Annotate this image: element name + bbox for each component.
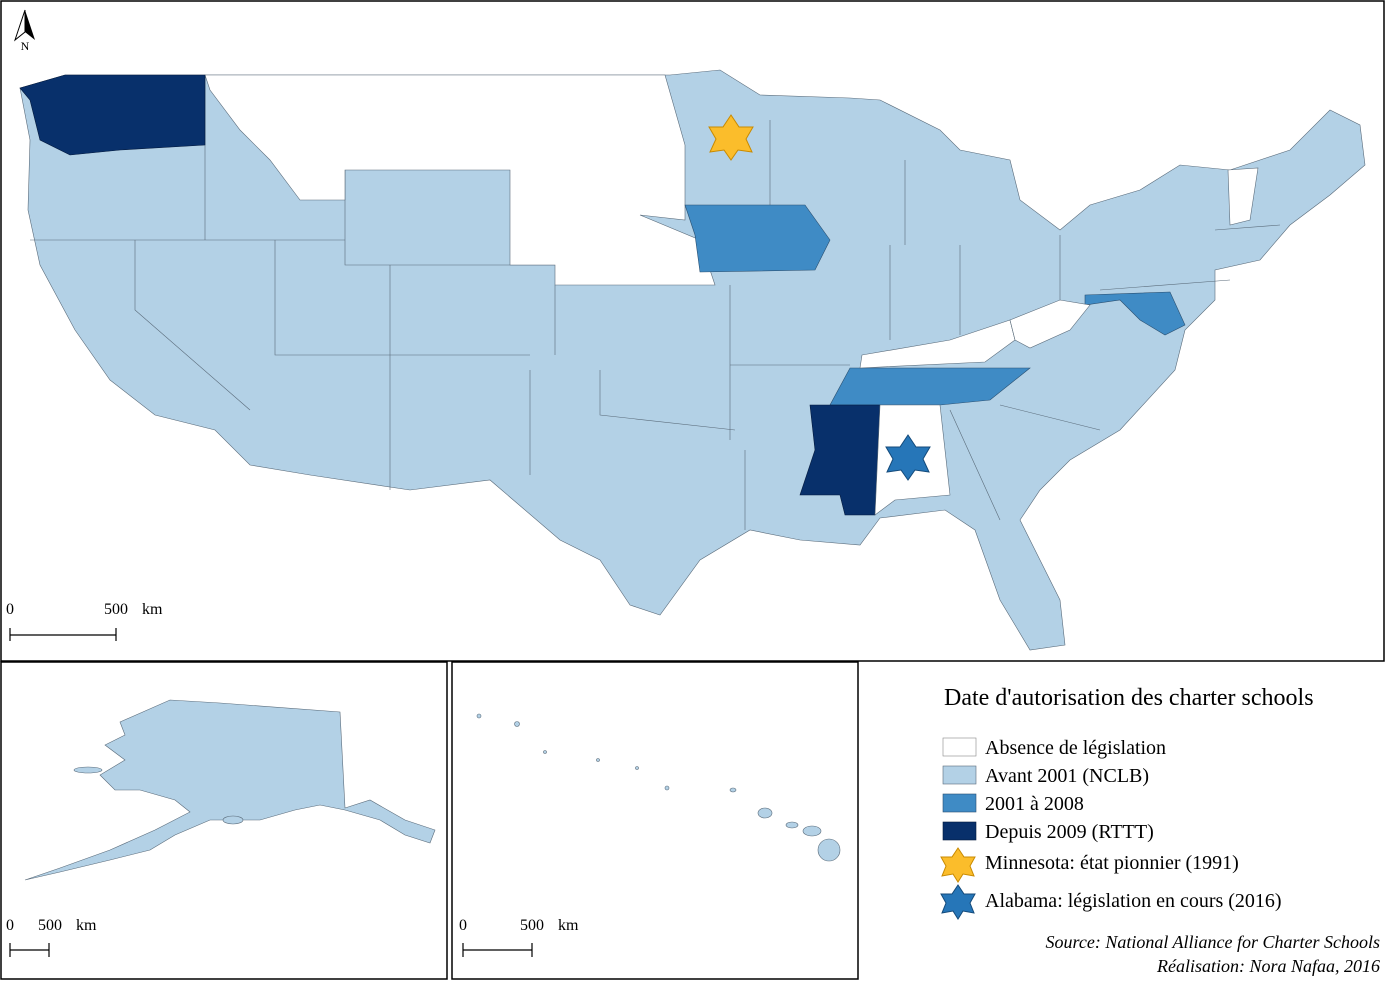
north-arrow [13,9,26,42]
north-arrow [25,10,35,40]
state-borders [30,75,1281,530]
hawaii-island [757,807,773,819]
source: Source: National Alliance for Charter Sc… [1046,932,1380,952]
legend-label: Minnesota: état pionnier (1991) [985,852,1239,874]
scale-unit: km [142,601,163,618]
legend-label: Alabama: législation en cours (2016) [985,890,1282,912]
hawaii-island [596,758,600,762]
scale-bar [9,628,117,641]
state-no-law [204,74,716,286]
legend-star [940,847,976,883]
scale-unit: km [76,917,97,934]
hawaii-island [514,721,520,727]
legend-label: Depuis 2009 (RTTT) [985,821,1154,843]
legend-label: Avant 2001 (NCLB) [985,765,1149,787]
legend-label: 2001 à 2008 [985,793,1084,815]
hawaii-island [785,821,799,829]
hawaii-island [802,825,822,837]
scale-bar [9,943,50,957]
state-maryland [1084,291,1186,336]
legend-title: Date d'autorisation des charter schools [944,685,1314,711]
alaska [24,699,436,881]
hawaii-island [635,766,639,770]
hawaii-island [476,713,482,719]
scale-distance: 500 [38,917,62,934]
scale-zero: 0 [6,601,14,618]
scale-bar [462,943,533,957]
hawaii [476,713,841,862]
us-mainland [19,69,1366,651]
legend-swatch [942,765,977,785]
alaska-island [73,766,103,774]
credit: Réalisation: Nora Nafaa, 2016 [1156,956,1380,976]
scale-zero: 0 [6,917,14,934]
hawaii-island [543,750,547,754]
legend-swatch [942,737,977,757]
scale-distance: 500 [104,601,128,618]
state-west-virginia [1009,299,1091,349]
legend-swatch [942,821,977,841]
hawaii-island [817,838,841,862]
scale-distance: 500 [520,917,544,934]
star-minnesota [708,114,754,161]
hawaii-frame [451,661,859,980]
alaska-island [222,815,244,825]
scale-unit: km [558,917,579,934]
alaska-frame [0,661,448,980]
legend-swatch [942,793,977,813]
state-iowa [684,204,831,273]
state-vermont [1227,167,1259,226]
star-alabama [885,434,931,481]
legend-star [940,884,976,920]
main-frame [0,0,1385,662]
state-tennessee [829,367,1031,406]
legend-label: Absence de législation [985,737,1166,759]
hawaii-island [729,787,737,793]
north-label: N [21,39,30,53]
scale-zero: 0 [459,917,467,934]
hawaii-island [664,785,670,791]
state-washington [19,74,206,156]
